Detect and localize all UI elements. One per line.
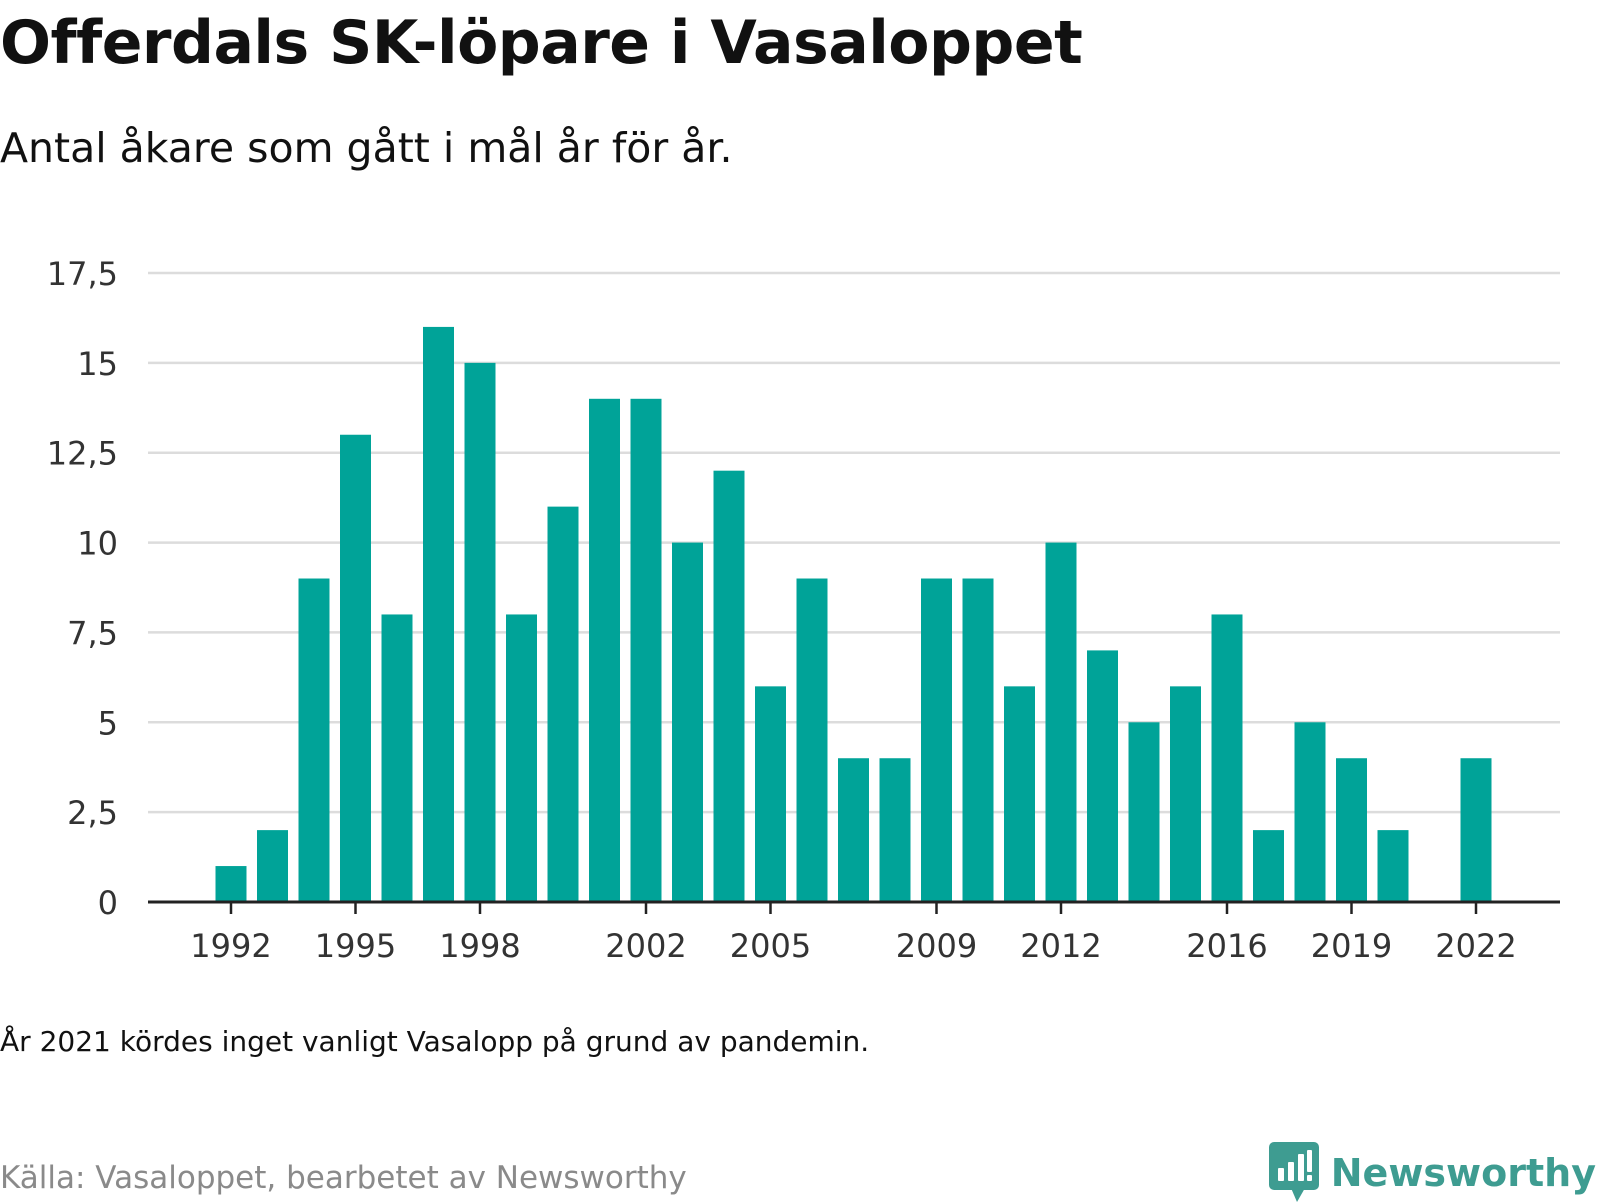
bar-2006 [796,578,828,902]
bar-1993 [257,830,288,902]
newsworthy-brand[interactable]: Newsworthy [1268,1142,1596,1204]
bar-2007 [838,758,869,902]
bar-1992 [215,866,247,902]
bar-2015 [1170,686,1201,902]
bar-2011 [1004,686,1035,902]
x-tick-label: 2022 [1435,927,1516,965]
bar-2010 [962,578,994,902]
axes [148,900,1560,914]
bar-2017 [1253,830,1284,902]
bar-1995 [340,434,371,902]
x-tick-label: 2009 [896,927,977,965]
y-tick-label: 17,5 [47,255,118,293]
bar-2012 [1045,542,1077,902]
bars [215,326,1492,902]
bar-2022 [1460,758,1492,902]
x-tick-label: 2012 [1020,927,1101,965]
bar-2018 [1294,722,1326,902]
bar-1999 [506,614,537,902]
bar-2016 [1211,614,1243,902]
bar-2009 [921,578,952,902]
bar-2000 [547,506,579,902]
bar-1998 [464,362,496,902]
x-tick-label: 2016 [1186,927,1267,965]
x-tick-label: 2002 [605,927,686,965]
bar-2013 [1087,650,1118,902]
y-tick-label: 15 [77,345,118,383]
x-tick-label: 1992 [190,927,271,965]
tick-labels: 0 2,5 5 7,5 10 12,5 15 17,5 1992 1995 1998 2002 2005… [47,255,1517,965]
newsworthy-logo-icon [1268,1142,1319,1202]
bar-1997 [423,326,454,902]
y-tick-label: 2,5 [67,794,118,832]
bar-2005 [755,686,786,902]
x-tick-label: 2019 [1311,927,1392,965]
bar-2019 [1336,758,1367,902]
chart-title: Offerdals SK-löpare i Vasaloppet [0,8,1083,78]
y-tick-label: 5 [98,704,118,742]
bar-2002 [630,398,662,902]
y-tick-label: 0 [98,884,118,922]
bar-chart: 0 2,5 5 7,5 10 12,5 15 17,5 1992 1995 1998 2002 2005… [47,255,1560,965]
bar-2008 [879,758,911,902]
bar-2003 [672,542,703,902]
x-tick-label: 1995 [315,927,396,965]
bar-1996 [381,614,413,902]
bar-2020 [1377,830,1409,902]
bar-1994 [298,578,330,902]
x-tick-label: 2005 [730,927,811,965]
y-tick-label: 10 [77,525,118,563]
brand-name: Newsworthy [1330,1151,1596,1195]
bar-2014 [1128,722,1160,902]
bar-2001 [589,398,620,902]
y-tick-label: 12,5 [47,435,118,473]
bar-2004 [713,470,745,902]
y-tick-label: 7,5 [67,614,118,652]
chart-subtitle: Antal åkare som gått i mål år för år. [0,124,733,172]
footnote: År 2021 kördes inget vanligt Vasalopp på… [0,1025,870,1058]
x-tick-label: 1998 [439,927,520,965]
source-credit: Källa: Vasaloppet, bearbetet av Newswort… [0,1160,687,1196]
